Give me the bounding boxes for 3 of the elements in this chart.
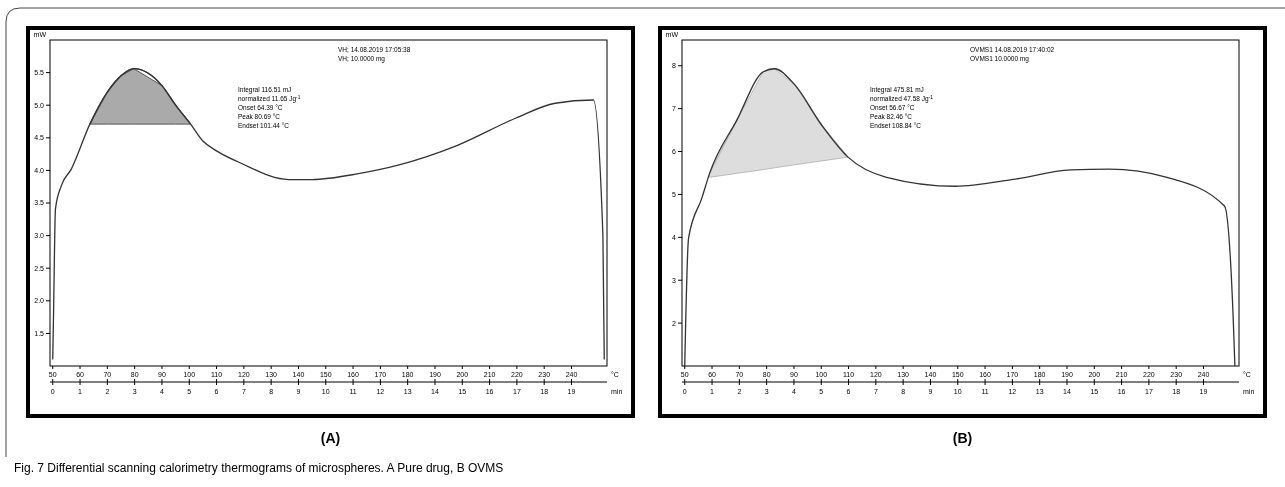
caption: Fig. 7 Differential scanning calorimetry thermograms of microspheres. A Pure drug, B OVMS (14, 461, 504, 475)
text: (B) (952, 430, 973, 446)
text: (A) (320, 430, 341, 446)
